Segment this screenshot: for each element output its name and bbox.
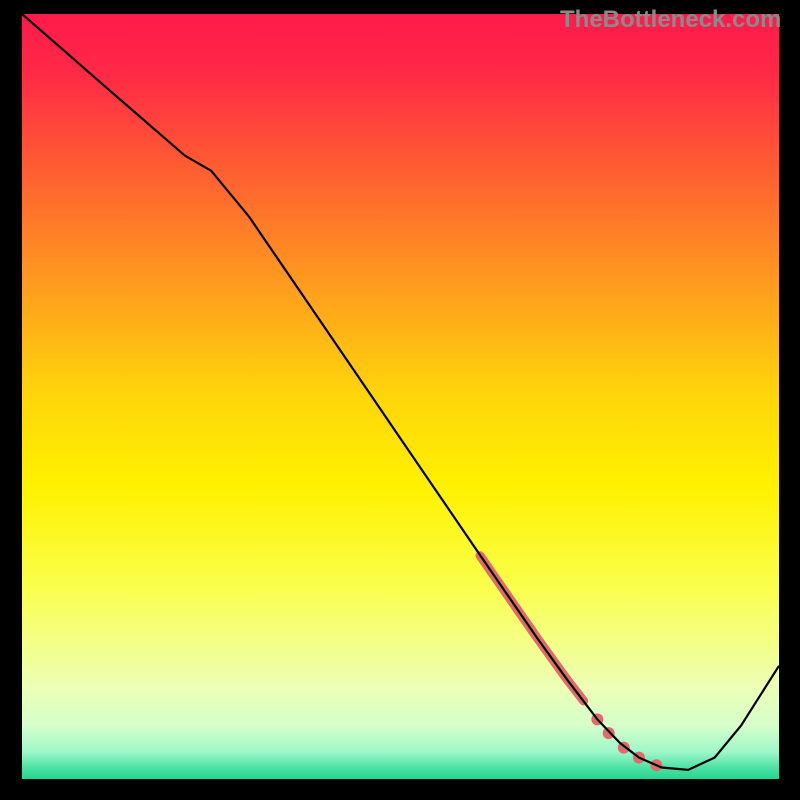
chart-overlay: [0, 0, 800, 800]
highlight-dot: [603, 727, 615, 739]
watermark-text: TheBottleneck.com: [560, 6, 781, 34]
chart-frame: TheBottleneck.com: [0, 0, 800, 800]
main-line: [22, 14, 779, 770]
